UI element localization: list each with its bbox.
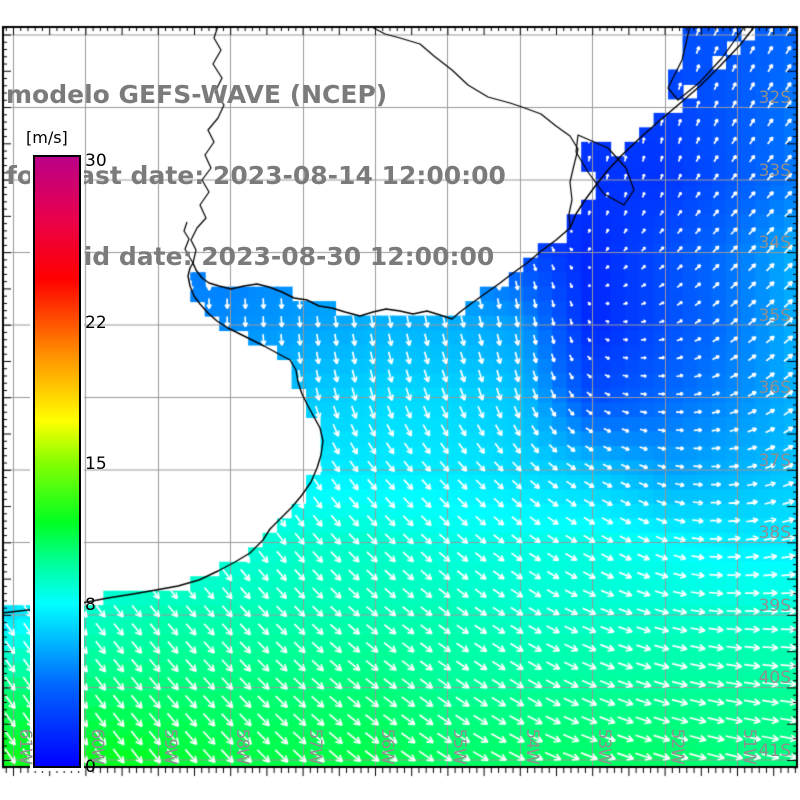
- lat-label: 32S: [758, 88, 791, 108]
- colorbar-tick-label: 22: [85, 312, 107, 333]
- lon-label: 57W: [305, 728, 325, 764]
- lat-label: 35S: [758, 305, 791, 326]
- lon-label: 61W: [15, 728, 35, 764]
- lat-label: 39S: [758, 595, 791, 616]
- lat-label: 40S: [758, 668, 791, 688]
- lon-label: 52W: [667, 728, 687, 764]
- lon-label: 51W: [739, 728, 759, 764]
- lat-label: 33S: [758, 160, 791, 181]
- lon-label: 54W: [522, 728, 542, 764]
- colorbar-tick-label: 0: [85, 757, 96, 777]
- lat-label: 34S: [758, 233, 791, 253]
- lon-label: 56W: [377, 728, 397, 764]
- colorbar-gradient: [33, 155, 81, 768]
- lat-label: 37S: [758, 450, 791, 471]
- colorbar-unit-label: [m/s]: [26, 128, 68, 147]
- lon-label: 55W: [449, 728, 469, 764]
- lon-label: 53W: [594, 728, 614, 764]
- model-title: modelo GEFS-WAVE (NCEP): [6, 80, 388, 109]
- colorbar-tick-label: 8: [85, 595, 96, 616]
- lon-label: 59W: [160, 728, 180, 764]
- lon-label: 58W: [232, 728, 252, 764]
- colorbar-tick-label: 30: [85, 151, 107, 171]
- lon-label: 60W: [87, 728, 107, 764]
- lat-label: 38S: [758, 523, 791, 543]
- lat-label: 41S: [758, 740, 791, 761]
- lat-label: 36S: [758, 378, 791, 398]
- colorbar-tick-label: 15: [85, 454, 107, 474]
